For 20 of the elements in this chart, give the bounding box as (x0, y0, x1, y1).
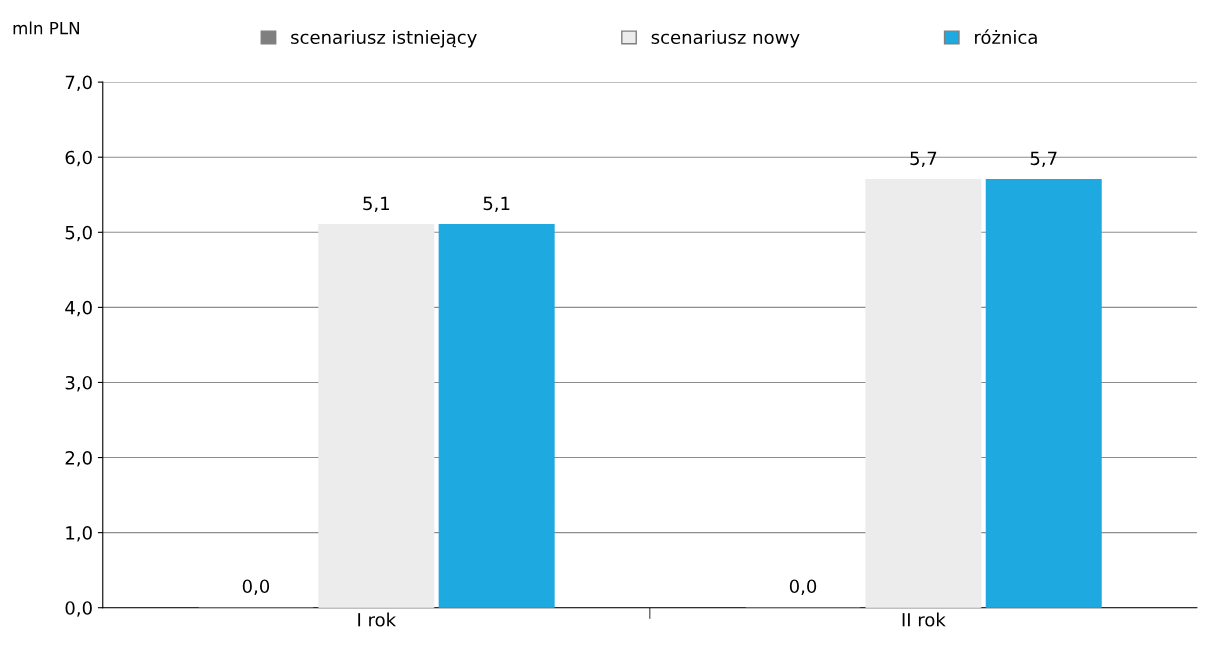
data-label: 5,1 (483, 196, 510, 213)
legend-label: scenariusz istniejący (291, 30, 477, 48)
y-tick-label: 5,0 (65, 225, 92, 242)
data-label: 0,0 (789, 579, 817, 595)
x-tick-label: I rok (358, 612, 397, 627)
data-label: 5,1 (363, 196, 389, 213)
y-tick-label: 6,0 (65, 150, 92, 167)
legend-label: różnica (975, 29, 1037, 45)
data-label: 5,7 (1030, 151, 1057, 167)
data-label: 5,7 (910, 151, 937, 167)
y-tick-label: 2,0 (65, 451, 92, 467)
y-tick-label: 4,0 (65, 300, 92, 317)
y-tick-label: 0,0 (65, 601, 92, 617)
y-tick-label: 3,0 (65, 375, 92, 392)
y-axis-title: mln PLN (13, 21, 79, 35)
legend-label: scenariusz nowy (651, 30, 800, 48)
data-label: 0,0 (242, 579, 270, 595)
y-tick-label: 1,0 (66, 526, 92, 542)
y-tick-label: 7,0 (65, 75, 92, 92)
x-tick-label: II rok (902, 612, 946, 627)
